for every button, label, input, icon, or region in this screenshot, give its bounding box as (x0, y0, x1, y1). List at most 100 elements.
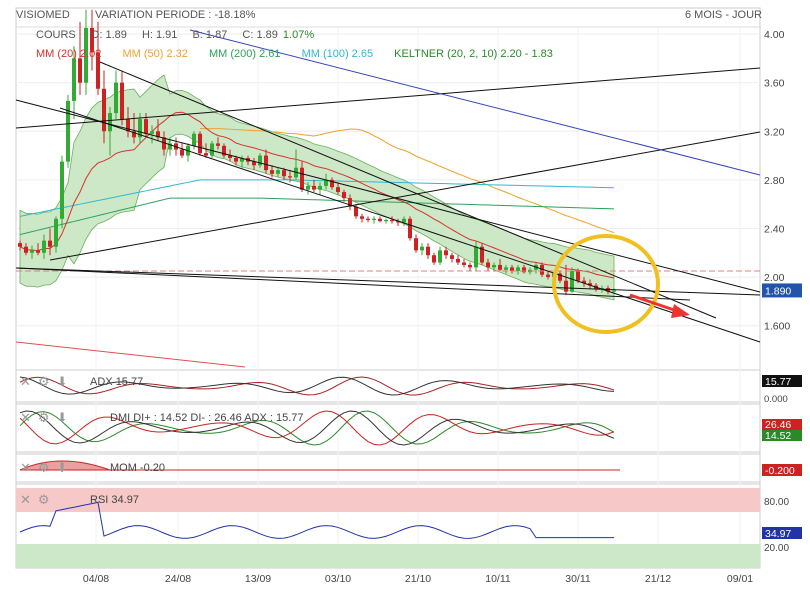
candle-body (540, 264, 544, 275)
highlight-circle (552, 234, 660, 334)
mom-area (19, 460, 111, 471)
gear-icon[interactable]: ⚙ (37, 460, 50, 475)
candle-body (180, 149, 184, 156)
gear-icon[interactable]: ⚙ (37, 410, 50, 425)
legend-mm200[interactable]: MM (200) 2.61 (208, 48, 281, 60)
candle-body (402, 218, 406, 223)
candle-body (30, 250, 34, 253)
legend: MM (20) 2.02 MM (50) 2.32 MM (200) 2.61 … (36, 48, 571, 60)
candle-body (234, 158, 238, 162)
candle-body (264, 155, 268, 171)
y-tick-label: 80.00 (764, 497, 789, 508)
candle-body (570, 271, 574, 292)
adx-controls: ✕ ⚙ ⬇ (20, 374, 74, 390)
arrow-head (671, 304, 690, 318)
candle-body (288, 176, 292, 178)
candle-body (138, 119, 142, 138)
candle-body (162, 137, 166, 150)
candle-body (270, 170, 274, 174)
candle-body (96, 52, 100, 89)
close-icon[interactable]: ✕ (20, 492, 31, 507)
dmi-neg-tag: 26.46 (765, 419, 791, 431)
rsi-label: RSI 34.97 (90, 494, 139, 506)
mm100-line (19, 179, 615, 217)
candle-body (36, 250, 40, 253)
gear-icon[interactable]: ⚙ (37, 492, 50, 507)
mom-controls: ✕ ⚙ ⬇ (20, 460, 74, 476)
value-tag (762, 527, 802, 539)
y-tick-label: 3.60 (764, 78, 785, 90)
candle-body (18, 243, 22, 247)
candle-body (450, 255, 454, 259)
candle-body (60, 161, 64, 219)
candle-body (342, 192, 346, 199)
candle-body (372, 218, 376, 220)
y-tick-label: 2.40 (764, 223, 785, 235)
candle-body (414, 238, 418, 251)
adx-line (19, 376, 615, 396)
close-icon[interactable]: ✕ (20, 460, 31, 475)
candle-body (108, 113, 112, 132)
candle-body (600, 288, 604, 290)
arrow-shaft (629, 293, 681, 314)
arrow-down-icon[interactable]: ⬇ (56, 460, 68, 475)
candle-body (522, 267, 526, 273)
legend-mm20[interactable]: MM (20) 2.02 (36, 48, 102, 60)
candle-body (498, 264, 502, 270)
candle-body (366, 218, 370, 220)
trend-line (15, 341, 246, 368)
x-tick-label: 21/12 (645, 573, 671, 585)
candle-body (558, 273, 562, 281)
candle-body (516, 267, 520, 272)
gear-icon[interactable]: ⚙ (37, 374, 50, 389)
candle-body (312, 185, 316, 190)
candle-body (396, 221, 400, 223)
candle-body (120, 82, 124, 120)
period-label[interactable]: 6 MOIS - JOUR (684, 9, 762, 21)
x-tick-label: 04/08 (83, 573, 109, 585)
candle-body (546, 274, 550, 278)
candle-body (492, 264, 496, 268)
x-tick-label: 09/01 (727, 573, 753, 585)
candle-body (480, 246, 484, 263)
candle-body (168, 143, 172, 150)
cours-label: COURS (36, 29, 76, 41)
y-tick-label: 1.600 (764, 321, 790, 333)
candle-body (102, 88, 106, 132)
legend-mm100[interactable]: MM (100) 2.65 (301, 48, 374, 60)
symbol-label: VISIOMED (16, 9, 70, 21)
y-tick-label: 2.80 (764, 175, 785, 187)
legend-keltner[interactable]: KELTNER (20, 2, 10) 2.20 - 1.83 (394, 48, 553, 60)
candle-body (426, 246, 430, 256)
dmi-adx-line (19, 410, 615, 446)
variation-label: VARIATION PERIODE : -18.18% (95, 9, 256, 21)
value-tag (762, 419, 802, 430)
candle-body (468, 264, 472, 268)
legend-mm50[interactable]: MM (50) 2.32 (122, 48, 188, 60)
candle-body (318, 185, 322, 190)
close-icon[interactable]: ✕ (20, 410, 31, 425)
y-tick-label: 4.00 (764, 29, 785, 41)
candle-body (156, 131, 160, 138)
candle-body (420, 246, 424, 251)
x-tick-label: 24/08 (165, 573, 191, 585)
candle-body (42, 240, 46, 253)
trend-line (15, 67, 761, 129)
dmi-label: DMI DI+ : 14.52 DI- : 26.46 ADX : 15.77 (110, 412, 304, 424)
indicator-panel (15, 403, 761, 453)
candle-body (612, 290, 616, 292)
close-icon[interactable]: ✕ (20, 374, 31, 389)
adx-line (19, 376, 615, 396)
candle-body (84, 28, 88, 83)
arrow-down-icon[interactable]: ⬇ (56, 374, 68, 389)
x-tick-label: 13/09 (245, 573, 271, 585)
value-tag (762, 464, 802, 476)
y-tick-label: 2.00 (764, 272, 785, 284)
rsi-overbought-zone (16, 488, 760, 512)
mm20-line (19, 111, 615, 279)
arrow-down-icon[interactable]: ⬇ (56, 410, 68, 425)
dmi-minus-line (19, 410, 615, 446)
dmi-pos-tag: 14.52 (765, 430, 791, 442)
candle-body (72, 58, 76, 101)
